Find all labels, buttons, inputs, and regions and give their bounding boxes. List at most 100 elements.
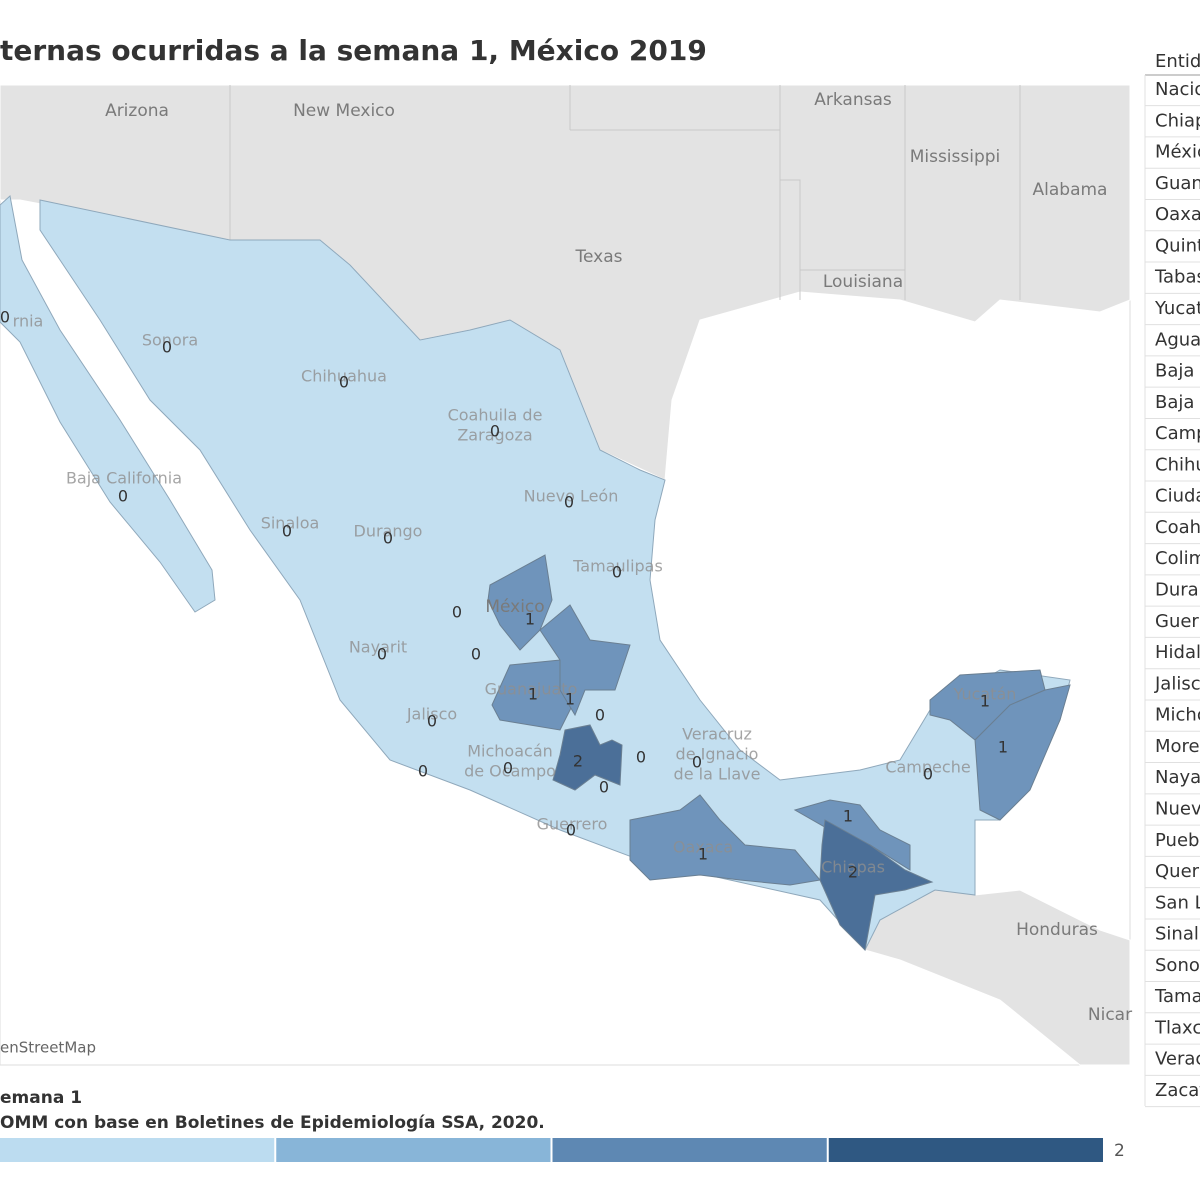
state-value: 0	[595, 706, 605, 725]
country-label: Mississippi	[910, 147, 1001, 167]
state-name: Campeche	[885, 758, 970, 777]
state-name: Tamaulipas	[572, 557, 663, 576]
us-state-borders	[229, 85, 1021, 300]
state-name: Jalisco	[406, 705, 457, 724]
country-label: Arizona	[105, 101, 169, 121]
table-row: Baja (	[1155, 392, 1200, 413]
state-name: Michoacán	[467, 742, 553, 761]
table-row: Nacio	[1155, 79, 1200, 100]
state-value: 0	[418, 762, 428, 781]
state-name: Nayarit	[349, 638, 407, 657]
state-name: Veracruz	[682, 725, 752, 744]
table-row: Chiap	[1155, 110, 1200, 131]
table-row: More	[1155, 736, 1200, 757]
state-name: Nuevo León	[524, 487, 619, 506]
table-row: Verac	[1155, 1049, 1200, 1070]
regions	[487, 554, 1071, 952]
table-row: Coahu	[1155, 517, 1200, 538]
state-shape	[974, 684, 1071, 821]
state-shape	[552, 724, 623, 791]
table-row: Hidal	[1155, 642, 1200, 663]
state-value: 0	[599, 778, 609, 797]
state-value: 0	[503, 759, 513, 778]
table-row: Ciuda	[1155, 486, 1200, 507]
state-value: 0	[490, 422, 500, 441]
legend-max-label: 2	[1114, 1141, 1125, 1161]
country-label: Arkansas	[814, 90, 892, 110]
state-shape	[487, 554, 553, 651]
state-name: Yucatán	[953, 685, 1017, 704]
state-name: de Ignacio	[676, 745, 759, 764]
table-row: Baja (	[1155, 361, 1200, 382]
state-name: de Ocampo	[464, 762, 556, 781]
table-row: Zacat	[1155, 1080, 1200, 1101]
state-name: Sonora	[142, 331, 198, 350]
state-name: Chihuahua	[301, 367, 387, 386]
state-value: 0	[692, 753, 702, 772]
table-row: Agua	[1155, 329, 1200, 350]
country-label: Alabama	[1033, 180, 1108, 200]
state-value: 0	[564, 493, 574, 512]
labels: Arizona New Mexico Arkansas Mississippi Alab…	[0, 90, 1132, 1025]
table-row: Pueb	[1155, 830, 1199, 851]
state-name: Baja California	[66, 469, 182, 488]
table-row: Chihu	[1155, 454, 1200, 475]
table-row: Camp	[1155, 423, 1200, 444]
table-row: Jalisc	[1154, 673, 1200, 694]
state-value: 1	[525, 610, 535, 629]
country-label: Louisiana	[823, 272, 903, 292]
state-value: 0	[282, 522, 292, 541]
country-label: New Mexico	[293, 101, 395, 121]
baja-peninsula	[0, 195, 216, 613]
state-value: 1	[843, 807, 853, 826]
country-label: Texas	[575, 247, 623, 267]
state-value: 0	[118, 487, 128, 506]
state-name: Coahuila de	[448, 406, 543, 425]
table-row: San L	[1155, 892, 1200, 913]
table-row: Sono	[1155, 955, 1200, 976]
state-value: 0	[612, 563, 622, 582]
table-row: Colim	[1155, 548, 1200, 569]
table-row: Quer	[1155, 861, 1200, 882]
state-name: de la Llave	[674, 765, 761, 784]
state-name: Guanajuato	[485, 680, 578, 699]
state-value: 2	[573, 752, 583, 771]
state-value: 0	[566, 821, 576, 840]
state-value: 1	[698, 845, 708, 864]
table-row: Quint	[1155, 235, 1200, 256]
state-value: 0	[162, 338, 172, 357]
table-row: Oaxa	[1155, 204, 1200, 225]
state-value: 0	[636, 748, 646, 767]
title: ternas ocurridas a la semana 1, México 2…	[0, 34, 707, 67]
state-value: 1	[565, 690, 575, 709]
state-value: 0	[923, 765, 933, 784]
state-name: Zaragoza	[457, 426, 532, 445]
table-row: Duran	[1155, 580, 1200, 601]
table-row: Tabas	[1154, 267, 1200, 288]
state-value: 0	[471, 645, 481, 664]
state-shape	[819, 819, 934, 952]
country-label: Nicar	[1088, 1005, 1132, 1025]
table-header: Entid	[1155, 51, 1200, 72]
legend-swatch	[0, 1138, 275, 1162]
table-row: Guan	[1155, 173, 1200, 194]
state-value: 0	[383, 529, 393, 548]
state-name: Durango	[354, 522, 423, 541]
legend-swatch	[276, 1138, 551, 1162]
country-label: Honduras	[1016, 920, 1098, 940]
state-value: 0	[377, 645, 387, 664]
state-value: 0	[0, 308, 10, 327]
state-shape	[539, 604, 631, 717]
state-value: 2	[848, 863, 858, 882]
table-row: Tama	[1154, 986, 1200, 1007]
table-row: Yucat	[1154, 298, 1200, 319]
legend-swatch	[552, 1138, 827, 1162]
table-row: Micho	[1155, 705, 1200, 726]
state-name: Chiapas	[821, 858, 885, 877]
table-row: Sinal	[1155, 924, 1199, 945]
country-label: México	[485, 597, 544, 617]
state-name: Oaxaca	[673, 838, 733, 857]
state-value: 0	[452, 603, 462, 622]
table-row: Méxic	[1155, 142, 1200, 163]
table-row: Tlaxc	[1154, 1017, 1200, 1038]
